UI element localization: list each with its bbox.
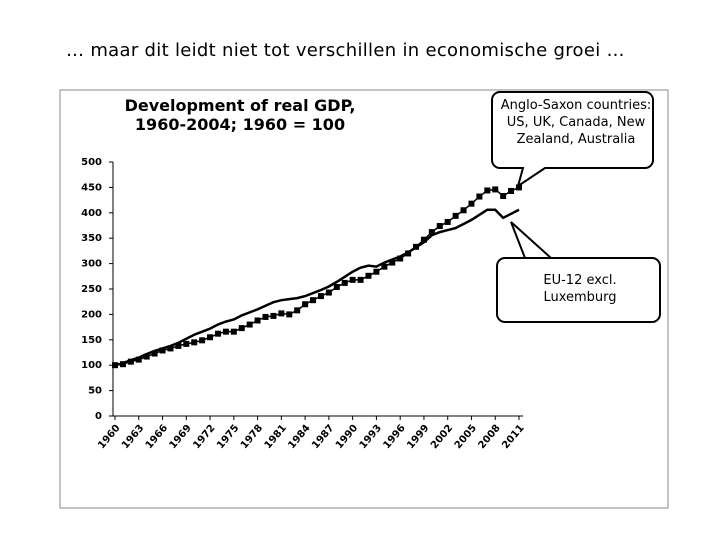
chart-frame: [59, 89, 669, 509]
series-line: [114, 186, 520, 366]
data-point: [238, 325, 245, 332]
y-tick-label: 350: [81, 233, 102, 244]
x-tick-label: 1993: [358, 423, 384, 451]
data-point: [278, 310, 285, 317]
y-tick-label: 0: [95, 411, 102, 422]
data-point: [452, 212, 459, 219]
data-point: [175, 342, 182, 349]
data-point: [135, 356, 142, 363]
y-tick-label: 100: [81, 360, 102, 371]
data-point: [270, 312, 277, 319]
data-point: [222, 328, 229, 335]
data-point: [492, 186, 499, 193]
y-tick-label: 200: [81, 309, 102, 320]
data-point: [302, 301, 309, 308]
y-tick-label: 250: [81, 284, 102, 295]
series-line: [114, 208, 520, 367]
slide-title: … maar dit leidt niet tot verschillen in…: [66, 40, 625, 61]
data-point: [333, 283, 340, 290]
y-tick-label: 450: [81, 182, 102, 193]
x-tick-label: 1960: [96, 423, 122, 451]
data-point: [254, 317, 261, 324]
y-tick-label: 300: [81, 259, 102, 270]
x-tick-label: 1978: [239, 423, 265, 451]
data-point: [484, 187, 491, 194]
callout-box: [491, 91, 654, 189]
callout-label: EU-12 excl. Luxemburg: [543, 273, 617, 305]
x-tick-label: 1966: [144, 423, 170, 451]
data-point: [183, 340, 190, 347]
data-point: [317, 293, 324, 300]
data-point: [310, 297, 317, 304]
data-point: [476, 193, 483, 200]
data-point: [325, 289, 332, 296]
data-point: [373, 268, 380, 275]
data-point: [381, 263, 388, 270]
data-point: [199, 337, 206, 344]
data-point: [357, 276, 364, 283]
y-tick-label: 50: [88, 386, 102, 397]
data-point: [151, 350, 158, 357]
y-tick-label: 150: [81, 335, 102, 346]
data-point: [436, 223, 443, 230]
chart-title: Development of real GDP, 1960-2004; 1960…: [124, 96, 356, 134]
data-point: [420, 236, 427, 243]
data-point: [468, 200, 475, 207]
data-point: [365, 272, 372, 279]
data-point: [500, 193, 507, 200]
x-tick-label: 1990: [334, 423, 360, 451]
x-tick-label: 1972: [191, 423, 217, 451]
x-tick-label: 2005: [453, 423, 479, 451]
callout-label: Anglo-Saxon countries: US, UK, Canada, N…: [500, 98, 652, 147]
x-tick-label: 1981: [263, 423, 289, 451]
data-point: [214, 330, 221, 337]
y-tick-label: 500: [81, 157, 102, 168]
data-point: [444, 218, 451, 225]
callout-box: [496, 221, 661, 323]
x-tick-label: 1987: [310, 423, 336, 451]
data-point: [349, 276, 356, 283]
data-point: [516, 184, 522, 191]
x-tick-label: 1963: [120, 423, 146, 451]
data-point: [286, 311, 293, 318]
data-point: [460, 207, 467, 214]
data-point: [159, 347, 166, 354]
x-tick-label: 1996: [381, 423, 407, 451]
data-point: [262, 313, 269, 320]
x-tick-label: 2002: [429, 423, 455, 451]
x-tick-label: 1984: [286, 423, 312, 451]
data-point: [127, 358, 134, 365]
x-tick-label: 2008: [477, 423, 503, 451]
data-point: [341, 279, 348, 286]
x-tick-label: 1999: [405, 423, 431, 451]
data-point: [389, 259, 396, 266]
data-point: [230, 328, 237, 335]
x-tick-label: 1969: [168, 423, 194, 451]
data-point: [397, 255, 404, 262]
data-point: [143, 353, 150, 360]
x-tick-label: 1975: [215, 423, 241, 451]
y-tick-label: 400: [81, 208, 102, 219]
data-point: [428, 229, 435, 236]
x-tick-label: 2011: [500, 423, 526, 451]
data-point: [207, 334, 214, 341]
data-point: [191, 339, 198, 346]
data-point: [294, 307, 301, 314]
data-point: [508, 187, 515, 194]
data-point: [167, 345, 174, 352]
data-point: [246, 321, 253, 328]
